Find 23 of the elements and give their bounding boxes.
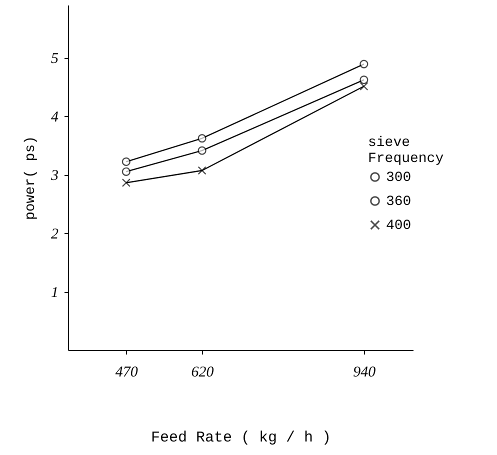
x-tick-label: 470 [115,364,138,380]
y-tick-label: 2 [51,226,59,243]
legend-title: sieve Frequency [368,135,444,167]
legend-label: 300 [386,170,412,186]
x-tick-label: 620 [191,364,214,380]
point [360,82,368,91]
x-tick-label: 940 [353,364,376,380]
x-axis-title: Feed Rate ( kg / h ) [150,430,332,446]
y-tick-label: 5 [51,51,59,68]
point [122,167,130,176]
point [122,178,130,188]
y-tick-label: 4 [51,110,59,126]
point [198,134,206,143]
point [122,157,130,166]
legend-label: 400 [386,218,412,234]
point [198,146,206,155]
point [360,76,368,84]
y-tick-label: 1 [51,285,58,302]
legend-label: 360 [386,194,412,210]
point [360,60,368,68]
y-axis-title: power( ps) [23,136,39,220]
point [198,166,206,175]
y-tick-label: 3 [50,168,58,184]
